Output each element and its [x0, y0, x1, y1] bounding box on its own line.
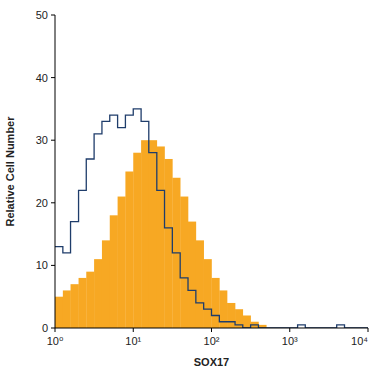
histogram-bar: [243, 315, 251, 328]
histogram-bar: [79, 278, 87, 328]
y-tick: [51, 77, 55, 78]
x-tick-label: 10⁴: [351, 335, 368, 347]
histogram-bar: [86, 272, 94, 328]
y-tick-label: 0: [42, 322, 48, 334]
histogram-bar: [63, 290, 71, 328]
x-tick: [55, 328, 56, 332]
histogram-bar: [227, 303, 235, 328]
y-tick: [51, 202, 55, 203]
histogram-bar: [180, 197, 188, 328]
y-axis: [55, 15, 56, 328]
x-tick-label: 10⁰: [47, 335, 64, 347]
y-tick-label: 40: [36, 72, 48, 84]
y-axis-label: Relative Cell Number: [4, 116, 16, 227]
y-tick-label: 10: [36, 259, 48, 271]
x-tick: [289, 328, 290, 332]
x-tick-label: 10¹: [125, 335, 141, 347]
histogram-bar: [102, 240, 110, 328]
histogram-bar: [149, 140, 157, 328]
x-axis-label: SOX17: [194, 356, 229, 368]
histogram-bar: [125, 172, 133, 329]
histogram-bar: [141, 140, 149, 328]
histogram-bar: [133, 153, 141, 328]
chart: 0 10 20 30 40 50 10⁰ 10¹ 10² 10³ 10⁴ SOX17 Relative …: [0, 0, 375, 375]
histogram-bar: [157, 146, 165, 328]
histogram-outline: [55, 109, 368, 328]
x-tick: [211, 328, 212, 332]
plot-area: [55, 109, 368, 328]
x-tick-label: 10²: [204, 335, 220, 347]
histogram-bar: [118, 197, 126, 328]
histogram-bar: [196, 240, 204, 328]
histogram-bar: [212, 278, 220, 328]
y-tick: [51, 140, 55, 141]
x-tick-label: 10³: [282, 335, 298, 347]
y-tick: [51, 15, 55, 16]
y-tick: [51, 328, 55, 329]
x-tick: [368, 328, 369, 332]
histogram-bar: [204, 259, 212, 328]
y-tick-label: 30: [36, 134, 48, 146]
histogram-bar: [110, 215, 118, 328]
histogram-bar: [188, 222, 196, 328]
histogram-bar: [71, 284, 79, 328]
histogram-bar: [165, 159, 173, 328]
y-tick: [51, 265, 55, 266]
histogram-bar: [55, 297, 63, 328]
y-tick-label: 20: [36, 197, 48, 209]
y-tick-label: 50: [36, 9, 48, 21]
x-tick: [133, 328, 134, 332]
histogram-bar: [94, 259, 102, 328]
